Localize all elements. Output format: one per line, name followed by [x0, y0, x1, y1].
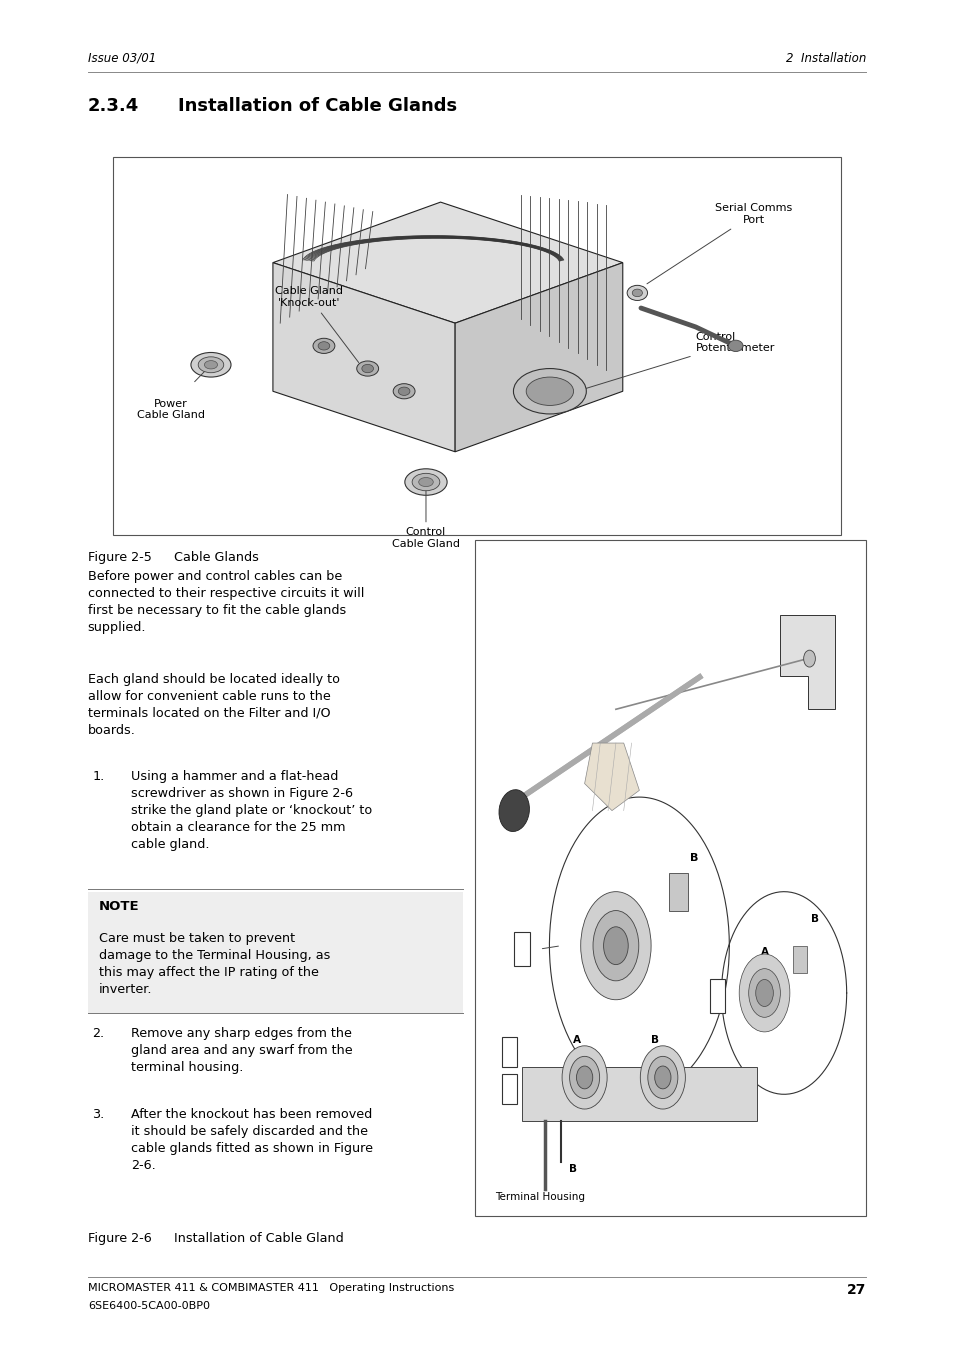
Text: 6SE6400-5CA00-0BP0: 6SE6400-5CA00-0BP0 — [88, 1301, 210, 1310]
Text: B: B — [811, 913, 819, 924]
Bar — [112, 157, 841, 535]
Text: 1: 1 — [518, 944, 525, 954]
Ellipse shape — [204, 361, 217, 369]
Text: Serial Comms
Port: Serial Comms Port — [646, 203, 792, 284]
Ellipse shape — [526, 377, 573, 405]
Text: Installation of Cable Gland: Installation of Cable Gland — [173, 1232, 343, 1246]
Ellipse shape — [397, 388, 410, 396]
Text: 2  Installation: 2 Installation — [785, 51, 865, 65]
Ellipse shape — [593, 911, 639, 981]
Polygon shape — [455, 262, 622, 451]
Bar — [792, 946, 806, 973]
Text: A: A — [760, 947, 768, 958]
Ellipse shape — [748, 969, 780, 1017]
Bar — [502, 1074, 517, 1105]
Text: NOTE: NOTE — [99, 900, 140, 913]
Ellipse shape — [191, 353, 231, 377]
Ellipse shape — [313, 338, 335, 354]
Text: Each gland should be located ideally to
allow for convenient cable runs to the
t: Each gland should be located ideally to … — [88, 673, 339, 736]
Ellipse shape — [654, 1066, 670, 1089]
Ellipse shape — [802, 650, 815, 667]
Text: Cable Glands: Cable Glands — [173, 551, 258, 565]
Ellipse shape — [393, 384, 415, 399]
Text: 2.: 2. — [92, 1027, 105, 1040]
Text: Cable Gland
'Knock-out': Cable Gland 'Knock-out' — [275, 286, 358, 362]
Ellipse shape — [198, 357, 224, 373]
Text: 2.3.4: 2.3.4 — [88, 97, 139, 115]
Text: Remove any sharp edges from the
gland area and any swarf from the
terminal housi: Remove any sharp edges from the gland ar… — [131, 1027, 352, 1074]
Polygon shape — [584, 743, 639, 811]
Text: Control
Potentiometer: Control Potentiometer — [566, 332, 774, 394]
Ellipse shape — [569, 1056, 599, 1098]
Ellipse shape — [639, 1046, 684, 1109]
Ellipse shape — [513, 369, 586, 413]
Bar — [514, 932, 529, 966]
Text: B: B — [689, 852, 698, 863]
Ellipse shape — [317, 342, 330, 350]
Text: B: B — [650, 1035, 659, 1046]
Text: 1.: 1. — [92, 770, 105, 784]
Text: Installation of Cable Glands: Installation of Cable Glands — [178, 97, 457, 115]
Bar — [521, 1067, 756, 1121]
Ellipse shape — [361, 365, 374, 373]
Ellipse shape — [356, 361, 378, 376]
Text: Power
Cable Gland: Power Cable Gland — [136, 399, 205, 420]
Text: Using a hammer and a flat-head
screwdriver as shown in Figure 2-6
strike the gla: Using a hammer and a flat-head screwdriv… — [131, 770, 372, 851]
Ellipse shape — [626, 285, 647, 300]
Ellipse shape — [412, 473, 439, 490]
Bar — [88, 892, 462, 1013]
Polygon shape — [273, 262, 455, 451]
Ellipse shape — [755, 979, 773, 1006]
Bar — [475, 540, 865, 1216]
Ellipse shape — [739, 954, 789, 1032]
Text: Control
Cable Gland: Control Cable Gland — [392, 485, 459, 549]
Bar — [502, 1038, 517, 1067]
Bar — [709, 979, 724, 1013]
Text: Figure 2-5: Figure 2-5 — [88, 551, 152, 565]
Bar — [668, 873, 687, 911]
Ellipse shape — [632, 289, 641, 297]
Text: Before power and control cables can be
connected to their respective circuits it: Before power and control cables can be c… — [88, 570, 364, 634]
Text: 27: 27 — [846, 1283, 865, 1297]
Ellipse shape — [728, 340, 742, 351]
Text: Care must be taken to prevent
damage to the Terminal Housing, as
this may affect: Care must be taken to prevent damage to … — [99, 932, 331, 996]
Text: 2: 2 — [713, 992, 720, 1001]
Ellipse shape — [603, 927, 628, 965]
Text: 2: 2 — [506, 1085, 513, 1094]
Ellipse shape — [418, 477, 433, 486]
Text: Terminal Housing: Terminal Housing — [494, 1193, 584, 1202]
Ellipse shape — [498, 790, 529, 831]
Polygon shape — [273, 203, 622, 323]
Polygon shape — [780, 615, 834, 709]
Text: A: A — [611, 893, 619, 904]
Text: 3.: 3. — [92, 1108, 105, 1121]
Ellipse shape — [561, 1046, 606, 1109]
Text: B: B — [568, 1163, 577, 1174]
Text: After the knockout has been removed
it should be safely discarded and the
cable : After the knockout has been removed it s… — [131, 1108, 373, 1171]
Ellipse shape — [580, 892, 650, 1000]
Text: 1: 1 — [506, 1047, 513, 1058]
Text: A: A — [572, 1035, 580, 1046]
Ellipse shape — [576, 1066, 592, 1089]
Text: MICROMASTER 411 & COMBIMASTER 411   Operating Instructions: MICROMASTER 411 & COMBIMASTER 411 Operat… — [88, 1283, 454, 1293]
Text: Issue 03/01: Issue 03/01 — [88, 51, 156, 65]
Ellipse shape — [404, 469, 447, 496]
Text: Figure 2-6: Figure 2-6 — [88, 1232, 152, 1246]
Ellipse shape — [647, 1056, 678, 1098]
